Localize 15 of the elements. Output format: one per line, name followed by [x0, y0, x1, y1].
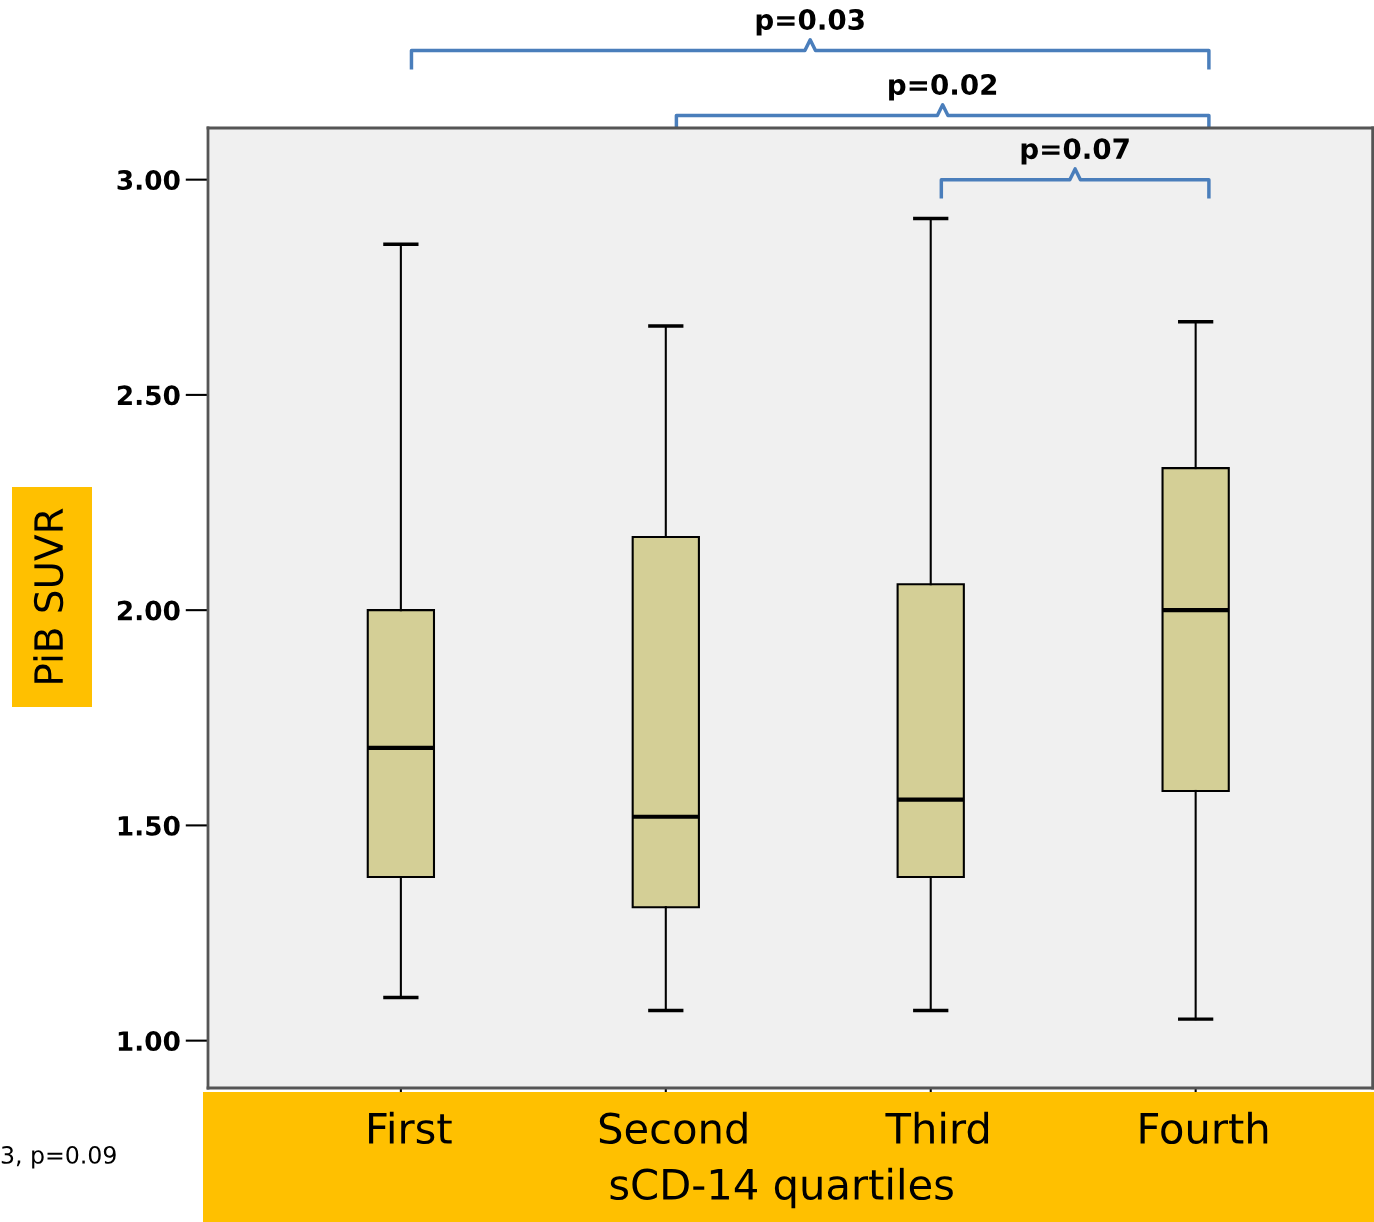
annotation: p=0.07 — [1021, 138, 1129, 165]
text: p=0.03 — [756, 9, 864, 36]
y-tick-label: 1.50 — [118, 815, 180, 836]
x-tick-label: First — [369, 1111, 452, 1145]
x-tick-label: Fourth — [1140, 1111, 1268, 1145]
y-tick-label: 3.00 — [117, 170, 180, 191]
text: 3, p=0.09 — [1, 1145, 116, 1169]
x-axis-title: sCD-14 quartiles — [610, 1167, 953, 1209]
y-tick-label: 1.00 — [118, 1031, 180, 1052]
text: p=0.02 — [889, 74, 997, 101]
y-axis-title: PiB SUVR — [33, 508, 64, 683]
x-tick-label: Third — [885, 1111, 989, 1145]
x-tick-label: Second — [599, 1111, 747, 1145]
y-tick-label: 2.00 — [117, 600, 180, 621]
y-tick-label: 2.50 — [117, 385, 180, 406]
